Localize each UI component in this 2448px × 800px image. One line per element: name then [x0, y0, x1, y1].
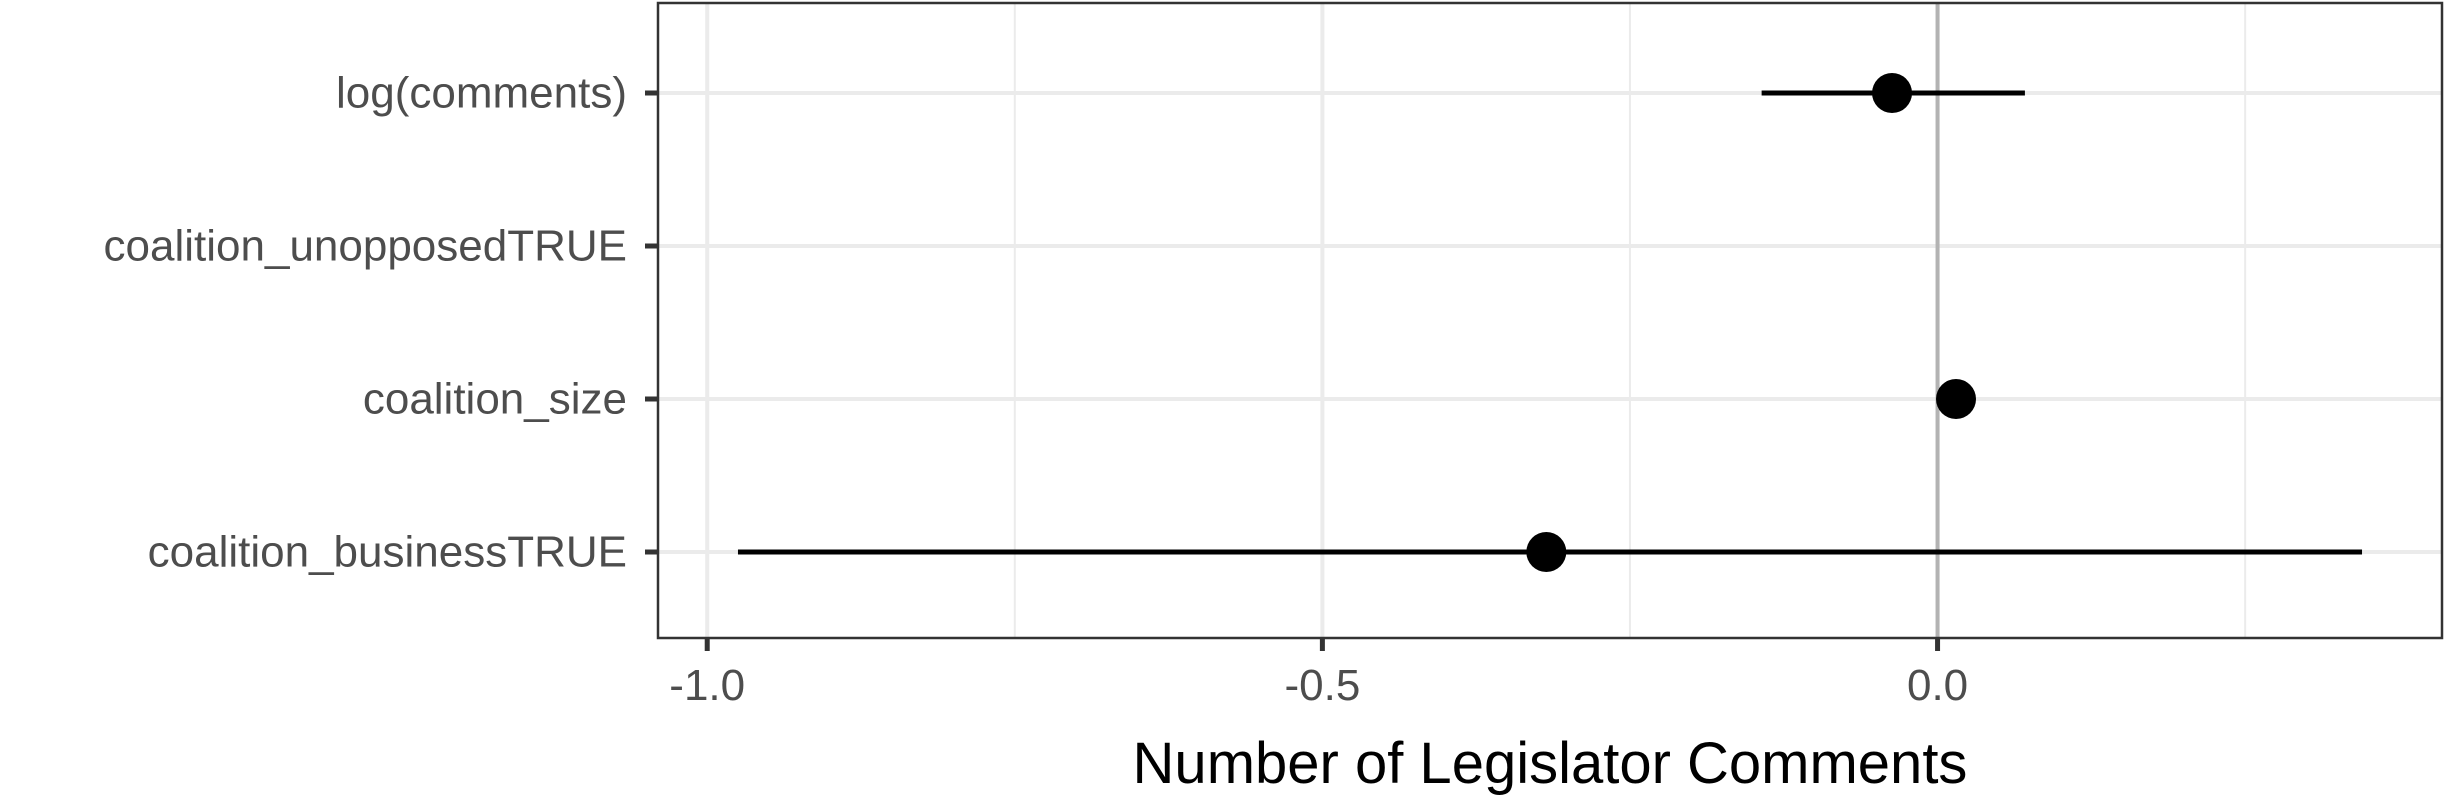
x-tick-label: -1.0	[669, 661, 745, 710]
y-tick-label: coalition_unopposedTRUE	[104, 222, 627, 271]
panel-border	[656, 1, 2444, 640]
x-tick-label: 0.0	[1907, 661, 1968, 710]
estimate-marks	[737, 73, 2363, 572]
y-tick-label: coalition_size	[363, 375, 627, 424]
axes: log(comments) coalition_unopposedTRUEcoal…	[104, 69, 1969, 711]
point-estimate	[1936, 379, 1977, 419]
x-axis-title: Number of Legislator Comments	[1133, 731, 1968, 796]
point-estimate	[1872, 73, 1913, 113]
x-tick-label: -0.5	[1284, 661, 1360, 710]
y-tick-label: coalition_businessTRUE	[148, 528, 627, 577]
point-estimate	[1526, 532, 1567, 572]
y-tick-label: log(comments)	[336, 69, 627, 118]
